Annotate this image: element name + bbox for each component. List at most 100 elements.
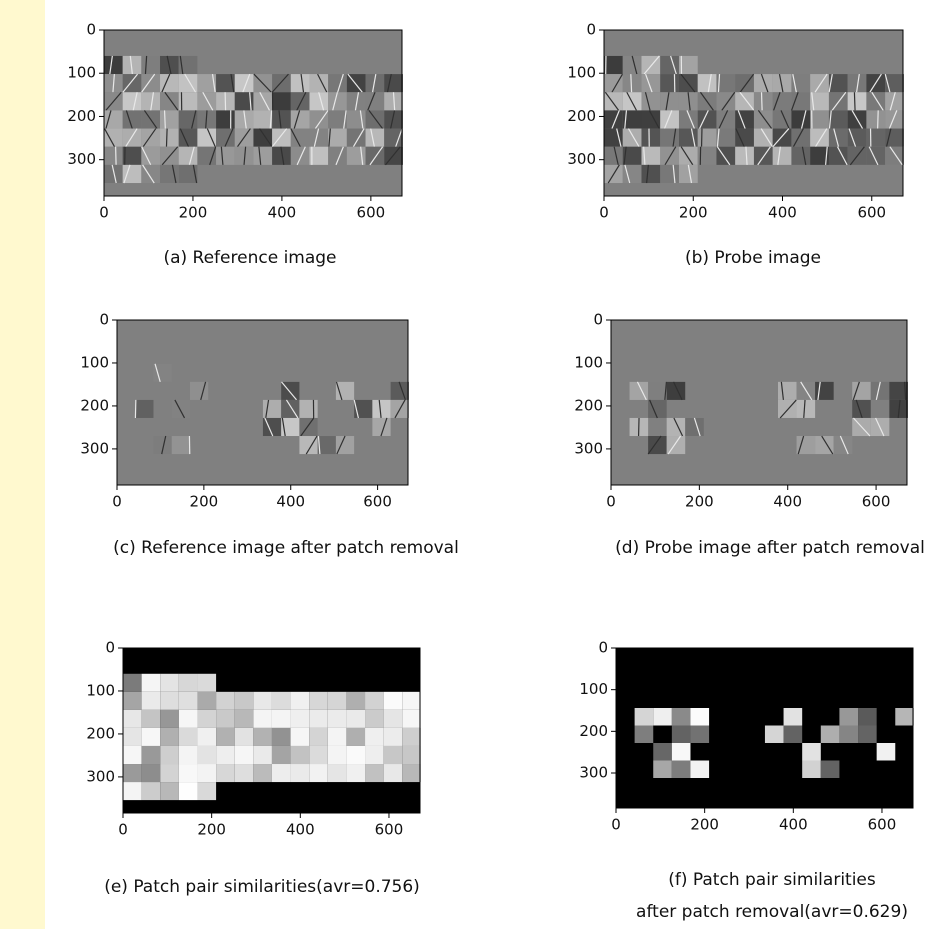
patch — [197, 710, 216, 728]
patch — [384, 129, 403, 147]
y-tick-label: 200 — [80, 396, 109, 414]
patch — [660, 56, 679, 74]
patch — [402, 692, 421, 710]
y-tick-label: 200 — [86, 724, 115, 742]
patch — [365, 764, 384, 782]
patch — [660, 147, 679, 165]
patch — [160, 674, 179, 692]
patch — [123, 710, 142, 728]
patch — [172, 400, 190, 418]
patch — [402, 710, 421, 728]
patch — [309, 728, 328, 746]
patch — [179, 728, 198, 746]
patch — [216, 764, 235, 782]
patch — [653, 743, 672, 761]
patch — [160, 746, 179, 764]
patch — [235, 746, 254, 764]
patch — [402, 746, 421, 764]
patch — [384, 74, 403, 92]
patch — [216, 728, 235, 746]
patch — [160, 129, 179, 147]
patch — [402, 764, 421, 782]
patch — [197, 129, 216, 147]
patch — [623, 129, 642, 147]
patch — [754, 74, 773, 92]
patch — [197, 746, 216, 764]
patch — [346, 710, 365, 728]
x-tick-label: 200 — [685, 493, 714, 511]
patch — [690, 726, 709, 744]
patch — [802, 761, 821, 779]
caption: (c) Reference image after patch removal — [113, 538, 459, 558]
patch — [272, 746, 291, 764]
patch — [179, 764, 198, 782]
x-tick-label: 200 — [190, 493, 219, 511]
patch — [328, 92, 347, 110]
patch — [810, 110, 829, 128]
patch — [309, 129, 328, 147]
patch — [328, 710, 347, 728]
patch — [299, 400, 317, 418]
patch-texture — [762, 92, 763, 110]
y-tick-label: 100 — [67, 64, 96, 82]
patch — [235, 728, 254, 746]
patch — [172, 436, 190, 454]
patch — [216, 147, 235, 165]
patch — [253, 710, 272, 728]
patch — [179, 692, 198, 710]
caption: after patch removal(avr=0.629) — [636, 902, 908, 922]
patch — [660, 92, 679, 110]
patch — [384, 764, 403, 782]
patch — [104, 147, 123, 165]
patch — [690, 708, 709, 726]
patch — [791, 147, 810, 165]
patch — [291, 110, 310, 128]
y-tick-label: 300 — [80, 439, 109, 457]
patch — [866, 147, 885, 165]
y-tick-label: 300 — [67, 150, 96, 168]
patch — [216, 692, 235, 710]
patch — [623, 74, 642, 92]
patch — [667, 418, 686, 436]
x-tick-label: 600 — [357, 204, 386, 222]
patch — [346, 746, 365, 764]
patch — [160, 692, 179, 710]
patch — [660, 165, 679, 183]
patch — [641, 92, 660, 110]
y-tick-label: 0 — [105, 639, 115, 657]
x-tick-label: 0 — [606, 493, 616, 511]
patch — [135, 400, 153, 418]
patch — [179, 746, 198, 764]
patch — [866, 110, 885, 128]
patch — [141, 56, 160, 74]
patch — [797, 400, 816, 418]
patch — [291, 147, 310, 165]
patch — [653, 708, 672, 726]
caption: (d) Probe image after patch removal — [615, 538, 925, 558]
patch — [272, 92, 291, 110]
patch-texture — [854, 92, 855, 110]
patch — [160, 728, 179, 746]
y-tick-label: 0 — [598, 639, 608, 657]
patch — [365, 728, 384, 746]
patch — [604, 56, 623, 74]
y-tick-label: 0 — [593, 311, 603, 329]
caption: (b) Probe image — [685, 248, 821, 268]
patch — [253, 764, 272, 782]
patch — [291, 746, 310, 764]
patch — [858, 726, 877, 744]
patch — [235, 692, 254, 710]
x-tick-label: 0 — [112, 493, 122, 511]
patch — [197, 764, 216, 782]
patch — [672, 743, 691, 761]
patch — [253, 746, 272, 764]
patch — [197, 92, 216, 110]
caption: (e) Patch pair similarities(avr=0.756) — [104, 877, 420, 897]
patch — [773, 92, 792, 110]
y-tick-label: 200 — [67, 107, 96, 125]
patch — [123, 728, 142, 746]
x-tick-label: 200 — [690, 816, 719, 834]
x-tick-label: 400 — [768, 204, 797, 222]
patch — [179, 674, 198, 692]
y-tick-label: 300 — [579, 764, 608, 782]
